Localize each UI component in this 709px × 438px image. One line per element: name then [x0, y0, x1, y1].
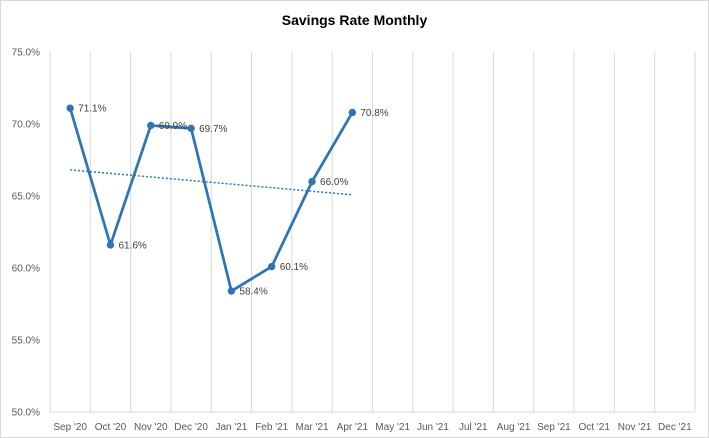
x-tick-label: Mar '21: [296, 422, 329, 433]
data-label: 58.4%: [239, 287, 267, 298]
x-tick-label: Jan '21: [215, 422, 247, 433]
x-tick-label: Jun '21: [417, 422, 449, 433]
x-tick-label: Jul '21: [459, 422, 488, 433]
data-label: 70.8%: [360, 108, 388, 119]
y-tick-label: 50.0%: [12, 408, 40, 419]
data-point: [187, 124, 195, 133]
x-tick-label: Feb '21: [255, 422, 288, 433]
x-tick-label: Nov '21: [618, 422, 652, 433]
y-tick-label: 70.0%: [12, 120, 40, 131]
x-tick-label: Sep '20: [53, 422, 87, 433]
y-tick-label: 65.0%: [12, 192, 40, 203]
x-tick-label: Aug '21: [497, 422, 531, 433]
data-label: 69.7%: [199, 124, 227, 135]
x-tick-label: Nov '20: [134, 422, 168, 433]
y-tick-label: 60.0%: [12, 264, 40, 275]
y-tick-label: 55.0%: [12, 336, 40, 347]
data-point: [106, 241, 115, 249]
data-point: [268, 262, 276, 271]
series-line: [68, 107, 354, 293]
x-tick-label: May '21: [375, 422, 410, 433]
data-point: [147, 121, 155, 130]
data-point: [308, 177, 316, 186]
data-point: [227, 287, 236, 295]
data-label: 69.9%: [159, 121, 187, 132]
x-tick-label: Dec '21: [658, 422, 692, 433]
chart-title: Savings Rate Monthly: [281, 12, 428, 28]
x-tick-label: Oct '20: [95, 422, 127, 433]
data-label: 60.1%: [280, 262, 308, 273]
data-point: [348, 108, 357, 117]
y-tick-label: 75.0%: [12, 48, 40, 59]
x-tick-label: Sep '21: [537, 422, 571, 433]
x-tick-label: Apr '21: [337, 422, 369, 433]
data-point: [66, 104, 74, 112]
trendline: [70, 169, 353, 196]
x-tick-label: Dec '20: [174, 422, 208, 433]
data-label: 66.0%: [320, 177, 348, 188]
x-tick-label: Oct '21: [579, 422, 611, 433]
data-label: 61.6%: [118, 240, 146, 251]
data-label: 71.1%: [78, 104, 106, 115]
